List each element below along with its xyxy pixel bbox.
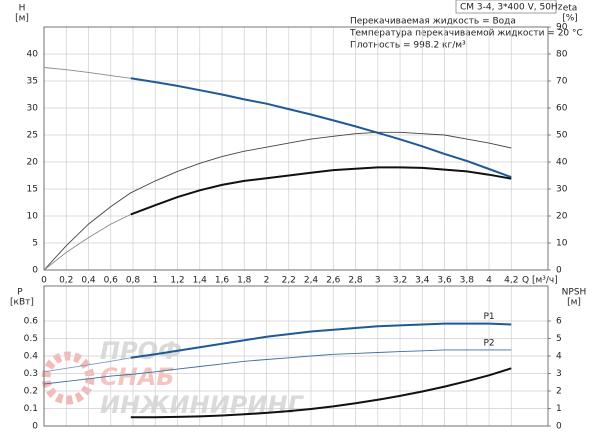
y-tick-label: 35 <box>27 77 38 87</box>
x-tick-label: 1,6 <box>215 276 230 286</box>
y2-tick-label: 80 <box>556 50 568 60</box>
model-box <box>455 0 557 14</box>
y2-tick-label: 0 <box>556 266 562 276</box>
info-line: Плотность = 998.2 кг/м³ <box>350 41 466 51</box>
curve <box>130 322 512 359</box>
model-label: CM 3-4, 3*400 V, 50Hz <box>460 3 563 13</box>
curve <box>43 349 512 385</box>
curve <box>43 213 131 271</box>
curve <box>43 67 131 79</box>
x-tick-label: 0,8 <box>126 276 141 286</box>
x-tick-label: 0,2 <box>59 276 73 286</box>
plot-frame <box>43 26 549 271</box>
x-tick-label: 3,2 <box>393 276 407 286</box>
info-line: Перекачиваемая жидкость = Вода <box>350 17 516 27</box>
curve <box>130 367 512 419</box>
y2-tick-label: 20 <box>556 212 568 222</box>
y2-tick-label: 4 <box>556 352 562 362</box>
watermark-text: ИНЖИНИРИНГ <box>100 391 305 419</box>
curve <box>43 357 131 373</box>
y-axis-unit: [м] <box>15 14 29 24</box>
x-tick-label: 1,2 <box>170 276 184 286</box>
panel: 0 0,2 0,4 0,6 0,8 1 1,2 1,4 1,6 1,8 2 2,2 2,4 2,6 2,8 3… <box>27 23 568 286</box>
y-tick-label: 0.3 <box>24 369 38 379</box>
y-tick-label: 20 <box>27 158 39 168</box>
x-tick-label: 2 <box>264 276 270 286</box>
y2-tick-label: 5 <box>556 334 562 344</box>
y2-tick-label: 70 <box>556 77 568 87</box>
y-tick-label: 0 <box>32 266 38 276</box>
watermark-text: СНАБ <box>100 363 175 391</box>
x-tick-label: 0 <box>41 276 47 286</box>
y-tick-label: 30 <box>27 104 39 114</box>
y-axis-unit: [кВт] <box>10 298 34 308</box>
x-tick-label: 4,2 <box>504 276 518 286</box>
y2-tick-label: 0 <box>556 422 562 432</box>
y-tick-label: 25 <box>27 131 38 141</box>
x-tick-label: 1,4 <box>193 276 208 286</box>
curve-label: P2 <box>483 338 494 348</box>
y-tick-label: 5 <box>32 239 38 249</box>
y-tick-label: 0.2 <box>24 387 38 397</box>
x-axis-label: Q [м³/ч] <box>522 276 558 286</box>
y2-axis-unit: [м] <box>567 298 581 308</box>
x-tick-label: 3,4 <box>415 276 430 286</box>
y-tick-label: 15 <box>27 185 38 195</box>
watermark: ПРОФ СНАБ ИНЖИНИРИНГ <box>41 337 305 419</box>
y-tick-label: 40 <box>27 50 39 60</box>
y-axis-label: P <box>17 288 23 298</box>
y-tick-label: 10 <box>27 212 39 222</box>
curve <box>130 166 512 216</box>
y-tick-label: 0.6 <box>24 317 39 327</box>
y2-tick-label: 40 <box>556 158 568 168</box>
curve <box>130 77 512 179</box>
curve-label: P1 <box>483 312 494 322</box>
y2-tick-label: 10 <box>556 239 568 249</box>
y-tick-label: 0.1 <box>24 404 38 414</box>
info-line: Температура перекачиваемой жидкости = 20… <box>349 29 583 39</box>
x-tick-label: 0,4 <box>81 276 96 286</box>
x-tick-label: 2,6 <box>326 276 341 286</box>
y2-tick-label: 2 <box>556 387 562 397</box>
y2-axis-label: NPSH <box>562 288 587 298</box>
y-tick-label: 0 <box>32 422 38 432</box>
panel: 0 0.1 0.2 0.3 0.4 0.5 0.6 0 1 2 3 4 5 6 P1 P2 <box>24 285 562 432</box>
y2-axis-label: eta <box>563 4 578 14</box>
plot-frame <box>43 285 549 427</box>
x-tick-label: 3,8 <box>460 276 475 286</box>
x-tick-label: 2,8 <box>348 276 363 286</box>
y-tick-label: 0.5 <box>24 334 38 344</box>
x-tick-label: 2,4 <box>304 276 319 286</box>
y-tick-label: 0.4 <box>24 352 39 362</box>
y2-tick-label: 6 <box>556 317 562 327</box>
y2-tick-label: 3 <box>556 369 562 379</box>
y2-tick-label: 60 <box>556 104 568 114</box>
x-tick-label: 4 <box>486 276 492 286</box>
x-tick-label: 3 <box>375 276 381 286</box>
y2-tick-label: 50 <box>556 131 568 141</box>
y2-axis-unit: [%] <box>562 14 578 24</box>
curve <box>43 131 512 271</box>
x-tick-label: 0,6 <box>104 276 119 286</box>
y-axis-label: H <box>19 4 26 14</box>
x-tick-label: 3,6 <box>437 276 452 286</box>
y2-tick-label: 90 <box>556 23 568 33</box>
x-tick-label: 1 <box>152 276 158 286</box>
y2-tick-label: 1 <box>556 404 562 414</box>
watermark-gear <box>41 351 95 405</box>
y2-tick-label: 30 <box>556 185 568 195</box>
watermark-text: ПРОФ <box>100 337 182 365</box>
x-tick-label: 1,8 <box>237 276 252 286</box>
x-tick-label: 2,2 <box>282 276 296 286</box>
